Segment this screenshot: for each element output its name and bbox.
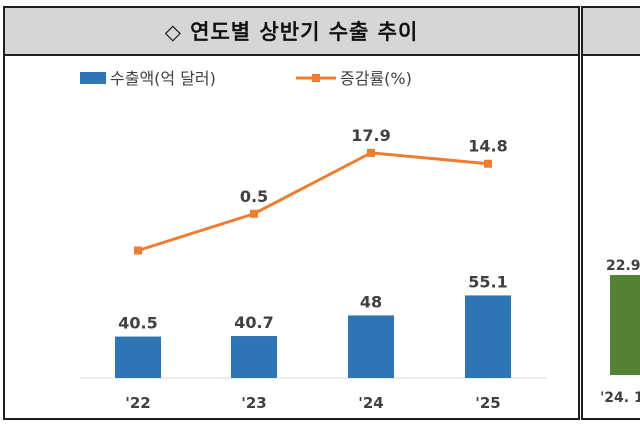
line-point [250,209,258,218]
legend-bar-swatch [80,72,106,84]
x-tick-label: '22 [125,394,150,412]
legend-line-label: 증감률(%) [340,69,412,88]
panel-title: ◇ 연도별 상반기 수출 추이 [5,8,578,56]
line-point [484,159,492,168]
bar [348,315,394,378]
x-tick-label: '25 [475,394,500,412]
line-value-label: 17.9 [351,126,390,145]
x-tick-label: '23 [241,394,266,412]
bar [465,295,511,378]
bar [115,336,161,378]
bar-value-label: 40.7 [234,313,273,332]
line-point [134,246,142,255]
line-value-label: 0.5 [240,187,268,206]
line-value-label: 14.8 [468,137,507,156]
line-series [137,151,489,252]
legend-bar-label: 수출액(억 달러) [110,69,216,88]
legend-line-marker [312,74,320,82]
right-panel-value: 22.9 [606,258,640,274]
right-panel-bar [610,275,640,375]
bar-value-label: 48 [360,292,382,311]
bar-value-label: 40.5 [118,314,157,333]
panel-right-header [583,8,640,56]
x-tick-label: '24 [358,394,383,412]
line-point [367,148,375,157]
right-panel-tick: '24. 1 [600,390,640,406]
bar [231,336,277,378]
bar-value-label: 55.1 [468,272,507,291]
